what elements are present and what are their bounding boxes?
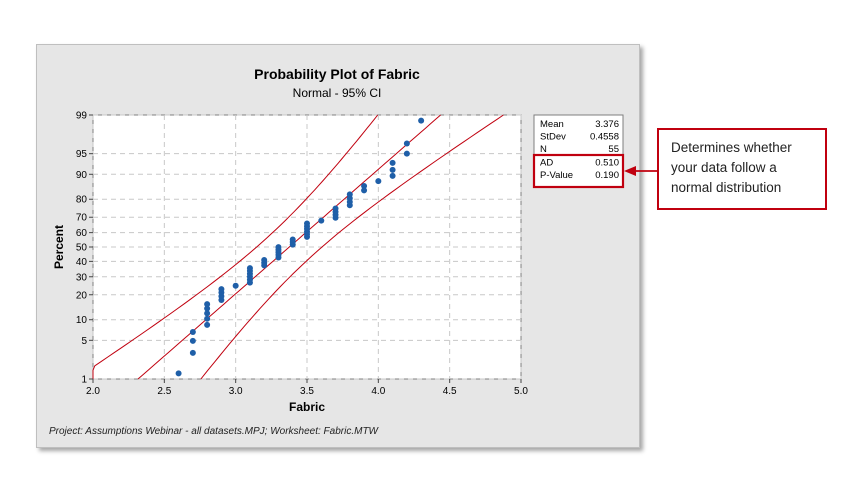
data-points (175, 117, 425, 377)
callout-box: Determines whether your data follow a no… (657, 128, 827, 210)
y-tick-label: 90 (76, 170, 88, 181)
chart-title: Probability Plot of Fabric (254, 66, 420, 82)
stats-label: AD (540, 158, 553, 169)
data-point (204, 315, 211, 322)
data-point (246, 265, 253, 272)
data-point (403, 150, 410, 157)
y-tick-label: 10 (76, 315, 88, 326)
stats-label: Mean (540, 119, 564, 130)
y-tick-label: 5 (81, 336, 87, 347)
y-tick-label: 1 (81, 375, 87, 386)
ad-pvalue-highlight (532, 153, 625, 189)
x-tick-label: 4.0 (371, 386, 385, 397)
x-tick-label: 2.5 (157, 386, 171, 397)
callout-text: Determines whether your data follow a no… (671, 140, 792, 195)
x-tick-label: 3.0 (229, 386, 243, 397)
y-tick-label: 99 (76, 111, 88, 122)
y-tick-label: 50 (76, 243, 88, 254)
y-tick-label: 70 (76, 213, 88, 224)
data-point (418, 117, 425, 124)
axis-ticks: 2.0 2.5 3.0 3.5 4.0 4.5 5.0 1 5 10 20 30 40 50 60 70 80 9… (76, 111, 529, 398)
y-tick-label: 20 (76, 290, 88, 301)
data-point (389, 166, 396, 173)
stats-value: 3.376 (595, 119, 619, 130)
stats-legend: Mean 3.376 StDev 0.4558 N 55 AD 0.510 P-Value 0.1… (532, 114, 625, 189)
stats-value: 0.190 (595, 170, 619, 181)
x-tick-label: 2.0 (86, 386, 100, 397)
ci-upper-line (92, 114, 379, 379)
ci-lower-line (200, 114, 504, 380)
data-point (389, 159, 396, 166)
x-tick-label: 4.5 (443, 386, 457, 397)
y-tick-label: 60 (76, 228, 88, 239)
data-point (346, 191, 353, 198)
data-point (204, 310, 211, 317)
data-point (403, 140, 410, 147)
data-point (204, 305, 211, 312)
y-axis-label: Percent (52, 225, 66, 269)
fit-line (137, 114, 441, 380)
stats-value: 55 (608, 144, 619, 155)
data-point (275, 244, 282, 251)
probability-plot: Probability Plot of Fabric Normal - 95% … (49, 66, 625, 437)
data-point (332, 205, 339, 212)
data-point (389, 172, 396, 179)
stats-value: 0.4558 (590, 131, 619, 142)
x-tick-label: 3.5 (300, 386, 314, 397)
stats-label: P-Value (540, 170, 573, 181)
data-point (304, 220, 310, 227)
data-point (261, 257, 268, 264)
y-tick-label: 40 (76, 257, 88, 268)
data-point (361, 182, 368, 189)
data-point (232, 282, 239, 289)
project-footnote: Project: Assumptions Webinar - all datas… (49, 426, 380, 437)
stats-value: 0.510 (595, 158, 619, 169)
y-tick-label: 95 (76, 149, 88, 160)
data-point (204, 321, 211, 328)
y-tick-label: 30 (76, 272, 88, 283)
data-point (175, 370, 182, 377)
confidence-lines (92, 114, 504, 380)
y-tick-label: 80 (76, 195, 88, 206)
chart-subtitle: Normal - 95% CI (293, 86, 382, 100)
stats-label: StDev (540, 131, 566, 142)
data-point (218, 286, 225, 293)
data-point (289, 236, 296, 243)
data-point (375, 178, 382, 185)
x-axis-label: Fabric (289, 400, 325, 414)
data-point (189, 329, 196, 336)
data-point (189, 337, 196, 344)
x-tick-label: 5.0 (514, 386, 528, 397)
data-point (361, 187, 368, 194)
data-point (204, 301, 211, 308)
minitab-graph-window: Probability Plot of Fabric Normal - 95% … (36, 44, 640, 448)
data-point (189, 349, 196, 356)
data-point (318, 217, 325, 224)
stats-label: N (540, 144, 547, 155)
grid-lines (92, 114, 522, 380)
